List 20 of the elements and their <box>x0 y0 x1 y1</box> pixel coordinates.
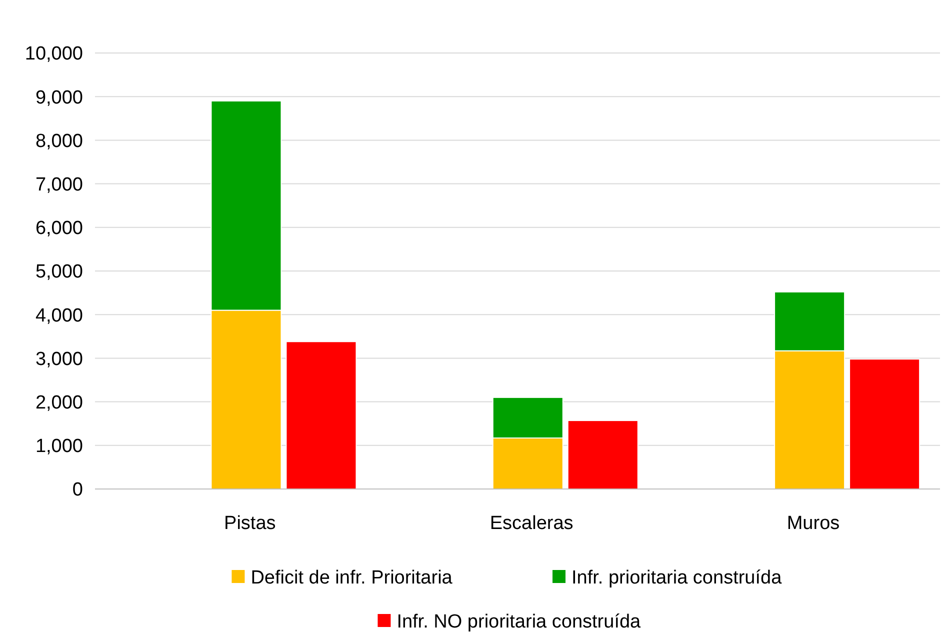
legend-label: Deficit de infr. Prioritaria <box>250 568 453 589</box>
y-tick-label: 6,000 <box>35 218 83 240</box>
bar <box>567 420 638 490</box>
y-tick-label: 3,000 <box>35 348 83 370</box>
x-tick-label: Escaleras <box>490 513 574 534</box>
x-tick-label: Pistas <box>224 513 276 534</box>
bar <box>286 341 357 490</box>
legend-label: Infr. prioritaria construída <box>572 568 782 589</box>
y-tick-label: 9,000 <box>35 87 83 108</box>
y-tick-label: 10,000 <box>24 44 83 65</box>
y-tick-label: 4,000 <box>35 305 83 326</box>
bar <box>849 358 920 490</box>
x-tick-label: Muros <box>786 513 840 534</box>
y-tick-label: 5,000 <box>35 262 83 283</box>
y-tick-label: 0 <box>72 480 83 501</box>
legend-label: Infr. NO prioritaria construída <box>396 612 642 633</box>
y-tick-label: 7,000 <box>35 174 83 196</box>
y-tick-label: 1,000 <box>35 436 83 458</box>
y-tick-label: 2,000 <box>35 392 83 414</box>
y-tick-label: 8,000 <box>35 130 83 152</box>
